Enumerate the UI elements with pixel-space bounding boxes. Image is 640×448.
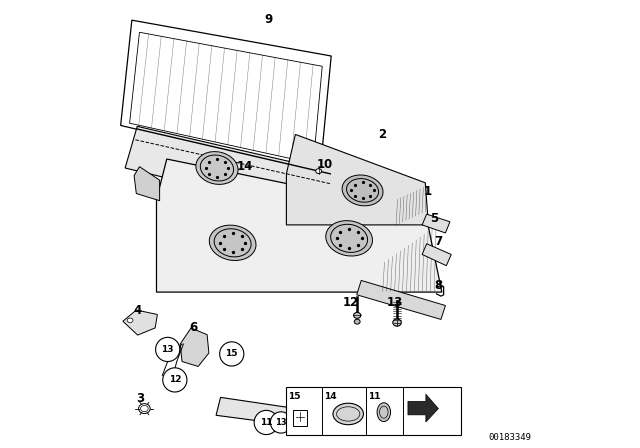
Text: 00183349: 00183349 <box>488 433 531 442</box>
Text: 9: 9 <box>264 13 273 26</box>
Ellipse shape <box>196 151 238 185</box>
Text: 6: 6 <box>189 320 197 334</box>
Circle shape <box>220 342 244 366</box>
Polygon shape <box>157 159 442 292</box>
Text: 13: 13 <box>387 296 403 310</box>
Text: 4: 4 <box>134 303 142 317</box>
Text: 12: 12 <box>168 375 181 384</box>
Polygon shape <box>134 167 159 201</box>
Ellipse shape <box>316 169 321 174</box>
Circle shape <box>270 412 292 433</box>
Text: 7: 7 <box>435 235 443 249</box>
Ellipse shape <box>377 403 390 422</box>
Polygon shape <box>422 244 451 266</box>
Text: 13: 13 <box>161 345 174 354</box>
Polygon shape <box>180 328 209 366</box>
Ellipse shape <box>209 225 256 260</box>
Ellipse shape <box>355 319 360 324</box>
Text: 11: 11 <box>260 418 273 427</box>
Polygon shape <box>125 126 332 217</box>
Circle shape <box>156 337 180 362</box>
Text: 13: 13 <box>275 418 287 427</box>
Polygon shape <box>287 134 428 225</box>
Ellipse shape <box>342 175 383 206</box>
Circle shape <box>163 368 187 392</box>
Text: 5: 5 <box>429 212 438 225</box>
Ellipse shape <box>393 319 401 326</box>
Polygon shape <box>422 214 450 233</box>
Text: 2: 2 <box>378 128 386 141</box>
Text: 1: 1 <box>424 185 431 198</box>
Text: 11: 11 <box>368 392 380 401</box>
Text: 14: 14 <box>324 392 337 401</box>
Circle shape <box>254 410 278 435</box>
Bar <box>287 387 461 435</box>
Text: 12: 12 <box>342 296 358 310</box>
Polygon shape <box>356 280 445 319</box>
Polygon shape <box>216 397 356 433</box>
Text: 15: 15 <box>225 349 238 358</box>
Text: 10: 10 <box>316 158 333 172</box>
Text: 8: 8 <box>435 279 443 293</box>
Text: 15: 15 <box>288 392 301 401</box>
Polygon shape <box>123 310 157 335</box>
Text: 3: 3 <box>136 392 144 405</box>
Ellipse shape <box>326 221 372 256</box>
Text: 14: 14 <box>237 160 253 173</box>
Polygon shape <box>408 394 438 422</box>
Ellipse shape <box>127 318 133 323</box>
Ellipse shape <box>333 403 364 425</box>
Ellipse shape <box>353 313 361 318</box>
